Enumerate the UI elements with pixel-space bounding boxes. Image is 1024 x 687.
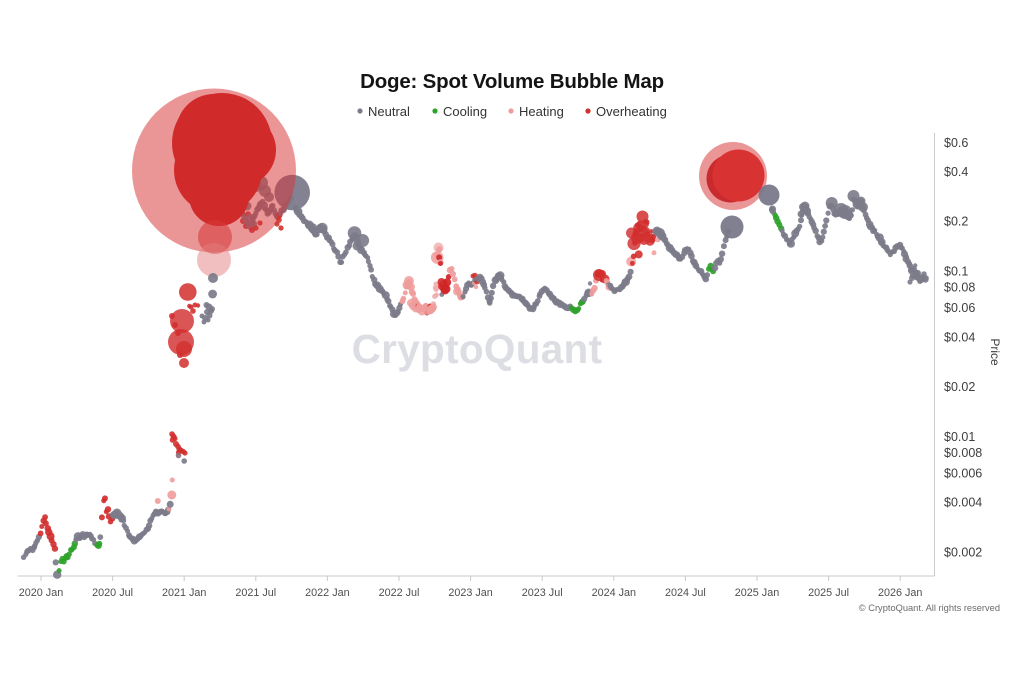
- svg-text:2025 Jan: 2025 Jan: [735, 587, 779, 599]
- svg-text:$0.08: $0.08: [944, 281, 975, 295]
- svg-text:2022 Jul: 2022 Jul: [379, 587, 420, 599]
- svg-text:2024 Jan: 2024 Jan: [592, 587, 636, 599]
- svg-text:$0.002: $0.002: [944, 546, 982, 560]
- svg-text:2021 Jan: 2021 Jan: [162, 587, 206, 599]
- svg-text:Doge: Spot Volume Bubble Map: Doge: Spot Volume Bubble Map: [360, 70, 664, 93]
- svg-text:$0.04: $0.04: [944, 330, 975, 344]
- svg-text:Heating: Heating: [519, 104, 564, 119]
- svg-text:2025 Jul: 2025 Jul: [808, 587, 849, 599]
- svg-text:Overheating: Overheating: [596, 104, 667, 119]
- svg-text:© CryptoQuant. All rights rese: © CryptoQuant. All rights reserved: [859, 603, 1000, 613]
- svg-text:Neutral: Neutral: [368, 104, 410, 119]
- svg-text:$0.1: $0.1: [944, 265, 968, 279]
- svg-text:$0.01: $0.01: [944, 430, 975, 444]
- svg-text:2020 Jul: 2020 Jul: [92, 587, 133, 599]
- svg-text:2024 Jul: 2024 Jul: [665, 587, 706, 599]
- svg-text:$0.008: $0.008: [944, 446, 982, 460]
- svg-text:2023 Jan: 2023 Jan: [448, 587, 492, 599]
- svg-text:2021 Jul: 2021 Jul: [235, 587, 276, 599]
- svg-text:2023 Jul: 2023 Jul: [522, 587, 563, 599]
- svg-text:2022 Jan: 2022 Jan: [305, 587, 349, 599]
- svg-text:Price: Price: [988, 338, 1002, 366]
- svg-text:CryptoQuant: CryptoQuant: [352, 326, 603, 372]
- svg-text:$0.2: $0.2: [944, 215, 968, 229]
- svg-text:$0.006: $0.006: [944, 467, 982, 481]
- svg-text:Cooling: Cooling: [443, 104, 487, 119]
- svg-text:$0.6: $0.6: [944, 136, 968, 150]
- svg-text:2026 Jan: 2026 Jan: [878, 587, 922, 599]
- svg-text:$0.4: $0.4: [944, 165, 968, 179]
- svg-text:$0.06: $0.06: [944, 301, 975, 315]
- svg-text:$0.004: $0.004: [944, 496, 982, 510]
- svg-text:$0.02: $0.02: [944, 380, 975, 394]
- svg-text:2020 Jan: 2020 Jan: [19, 587, 63, 599]
